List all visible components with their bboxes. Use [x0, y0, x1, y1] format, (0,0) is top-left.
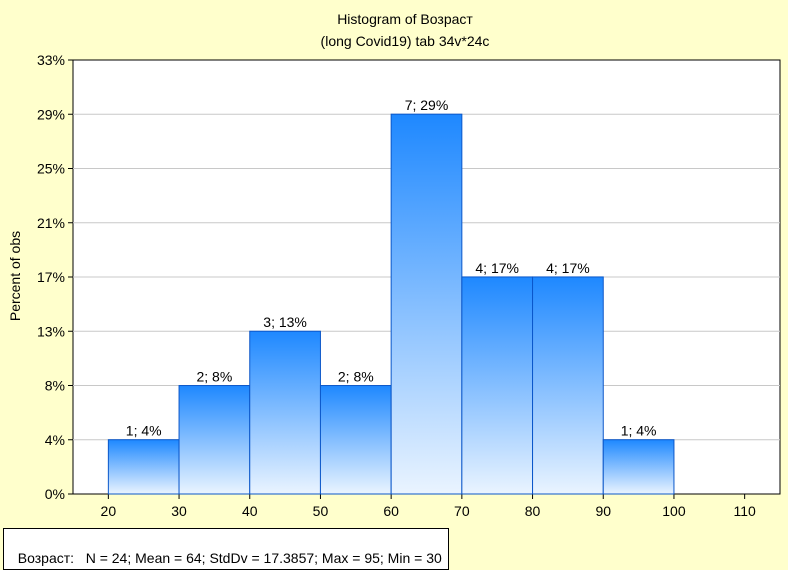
- histogram-bar: [319, 385, 392, 495]
- histogram-bar: [461, 276, 534, 495]
- chart-title: Histogram of Возраст: [337, 11, 473, 27]
- bar-data-label: 4; 17%: [546, 260, 590, 276]
- histogram-bar: [107, 439, 180, 495]
- y-tick-label: 33%: [37, 52, 65, 68]
- bar-data-label: 3; 13%: [263, 314, 307, 330]
- x-tick-label: 70: [454, 503, 470, 519]
- histogram-bar: [532, 276, 604, 495]
- y-tick-label: 13%: [37, 323, 65, 339]
- x-tick-label: 100: [662, 503, 686, 519]
- x-tick-label: 40: [242, 503, 258, 519]
- x-tick-label: 90: [595, 503, 611, 519]
- chart-subtitle: (long Covid19) tab 34v*24c: [321, 33, 490, 49]
- x-tick-label: 80: [525, 503, 541, 519]
- y-tick-labels: 0% 4% 8% 13% 17% 21% 25% 29% 33%: [37, 52, 65, 502]
- bar-data-label: 4; 17%: [475, 260, 519, 276]
- x-tick-label: 50: [313, 503, 329, 519]
- y-tick-label: 25%: [37, 161, 65, 177]
- histogram-bar: [249, 330, 321, 495]
- y-tick-label: 29%: [37, 106, 65, 122]
- data-labels: 1; 4% 2; 8% 3; 13% 2; 8% 7; 29% 4; 17% 4; 17% 1…: [126, 97, 657, 439]
- histogram-bar: [602, 439, 675, 495]
- bar-data-label: 2; 8%: [196, 369, 232, 385]
- histogram-bar: [390, 113, 463, 495]
- y-axis-label: Percent of obs: [7, 231, 23, 321]
- x-tick-labels: 20 30 40 50 60 70 80 90 100 110: [101, 503, 756, 519]
- bar-data-label: 1; 4%: [126, 423, 162, 439]
- x-tick-label: 30: [171, 503, 187, 519]
- histogram-chart: Histogram of Возраст (long Covid19) tab …: [7, 11, 781, 519]
- summary-stats-box: Возраст: N = 24; Mean = 64; StdDv = 17.3…: [3, 528, 449, 570]
- y-tick-label: 4%: [45, 432, 65, 448]
- bars: [107, 113, 675, 495]
- histogram-bar: [178, 385, 251, 495]
- y-tick-label: 21%: [37, 215, 65, 231]
- bar-data-label: 2; 8%: [338, 369, 374, 385]
- x-tick-label: 20: [101, 503, 117, 519]
- bar-data-label: 7; 29%: [405, 97, 449, 113]
- y-tick-label: 8%: [45, 378, 65, 394]
- x-tick-label: 60: [383, 503, 399, 519]
- x-tick-label: 110: [733, 503, 756, 519]
- summary-stats-text: Возраст: N = 24; Mean = 64; StdDv = 17.3…: [17, 550, 442, 566]
- y-tick-label: 0%: [45, 486, 65, 502]
- bar-data-label: 1; 4%: [621, 423, 657, 439]
- y-tick-label: 17%: [37, 269, 65, 285]
